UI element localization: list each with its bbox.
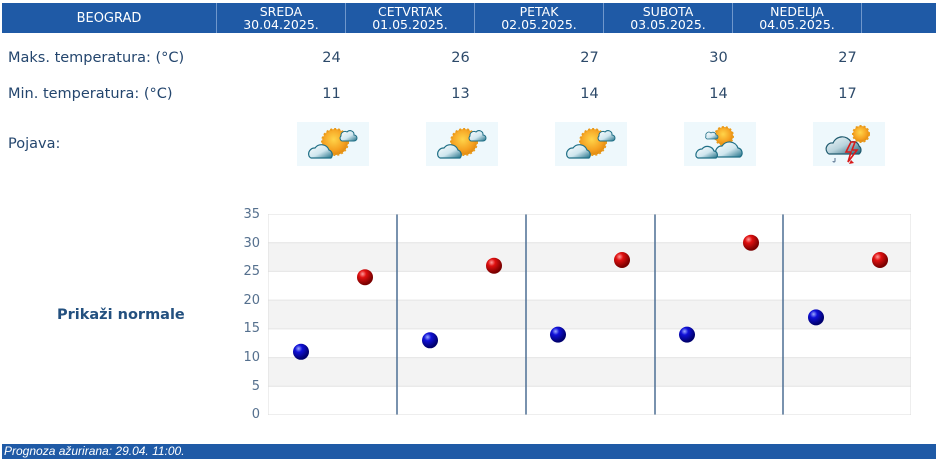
phenomenon-label: Pojava: — [8, 136, 61, 152]
weather-icon-cell — [555, 122, 627, 166]
y-tick: 10 — [243, 350, 260, 365]
thunderstorm-icon — [825, 125, 870, 164]
y-tick: 25 — [243, 264, 260, 279]
sun-with-clouds-icon — [566, 128, 616, 159]
temperature-chart — [268, 214, 911, 415]
max-temp-value: 26 — [451, 50, 470, 66]
day-header: PETAK 02.05.2025. — [475, 3, 604, 33]
max-temp-marker[interactable] — [872, 252, 888, 268]
y-tick: 35 — [243, 207, 260, 222]
max-temp-value: 30 — [709, 50, 728, 66]
weather-icon-cell — [684, 122, 756, 166]
day-header: CETVRTAK 01.05.2025. — [346, 3, 475, 33]
min-temp-marker[interactable] — [293, 343, 309, 360]
city-name: BEOGRAD — [2, 3, 217, 33]
y-tick: 20 — [243, 293, 260, 308]
max-temp-marker[interactable] — [357, 269, 373, 286]
y-tick: 15 — [243, 321, 260, 336]
weather-icon-cell — [813, 122, 885, 166]
y-tick: 0 — [251, 407, 260, 422]
partly-cloudy-icon — [695, 126, 743, 159]
day-date: 04.05.2025. — [759, 17, 835, 32]
day-name: PETAK — [519, 4, 559, 19]
min-temp-value: 11 — [322, 86, 341, 102]
max-temp-marker[interactable] — [743, 234, 759, 251]
min-temp-series — [293, 309, 824, 360]
max-temp-value: 24 — [322, 50, 341, 66]
min-temp-value: 13 — [451, 86, 470, 102]
show-normals-link[interactable]: Prikaži normale — [57, 307, 185, 323]
day-date: 30.04.2025. — [243, 17, 319, 32]
forecast-updated-bar: Prognoza ažurirana: 29.04. 11:00. — [2, 444, 936, 459]
header-spacer — [862, 3, 887, 33]
max-temp-marker[interactable] — [614, 252, 630, 268]
y-tick: 5 — [251, 379, 260, 394]
day-name: SREDA — [259, 4, 303, 19]
min-temp-value: 14 — [580, 86, 599, 102]
day-date: 03.05.2025. — [630, 17, 706, 32]
day-date: 01.05.2025. — [372, 17, 448, 32]
day-header: NEDELJA 04.05.2025. — [733, 3, 862, 33]
max-temp-marker[interactable] — [486, 257, 502, 274]
max-temp-series — [357, 234, 888, 286]
day-dividers — [396, 214, 784, 415]
day-name: CETVRTAK — [377, 4, 442, 19]
min-temp-value: 17 — [838, 86, 857, 102]
min-temp-value: 14 — [709, 86, 728, 102]
min-temp-marker[interactable] — [808, 309, 824, 326]
min-temp-marker[interactable] — [550, 326, 566, 343]
min-temp-label: Min. temperatura: (°C) — [8, 86, 173, 102]
max-temp-label: Maks. temperatura: (°C) — [8, 50, 185, 66]
max-temp-value: 27 — [838, 50, 857, 66]
min-temp-marker[interactable] — [422, 332, 438, 349]
min-temp-marker[interactable] — [679, 326, 695, 343]
sun-with-clouds-icon — [308, 128, 358, 159]
weather-icon-cell — [297, 122, 369, 166]
day-name: SUBOTA — [642, 4, 694, 19]
day-header: SUBOTA 03.05.2025. — [604, 3, 733, 33]
weather-icon-cell — [426, 122, 498, 166]
day-name: NEDELJA — [770, 4, 824, 19]
day-header: SREDA 30.04.2025. — [217, 3, 346, 33]
sun-with-clouds-icon — [437, 128, 487, 159]
forecast-header: BEOGRAD SREDA 30.04.2025. CETVRTAK 01.05… — [2, 3, 936, 33]
max-temp-value: 27 — [580, 50, 599, 66]
y-tick: 30 — [243, 236, 260, 251]
day-date: 02.05.2025. — [501, 17, 577, 32]
